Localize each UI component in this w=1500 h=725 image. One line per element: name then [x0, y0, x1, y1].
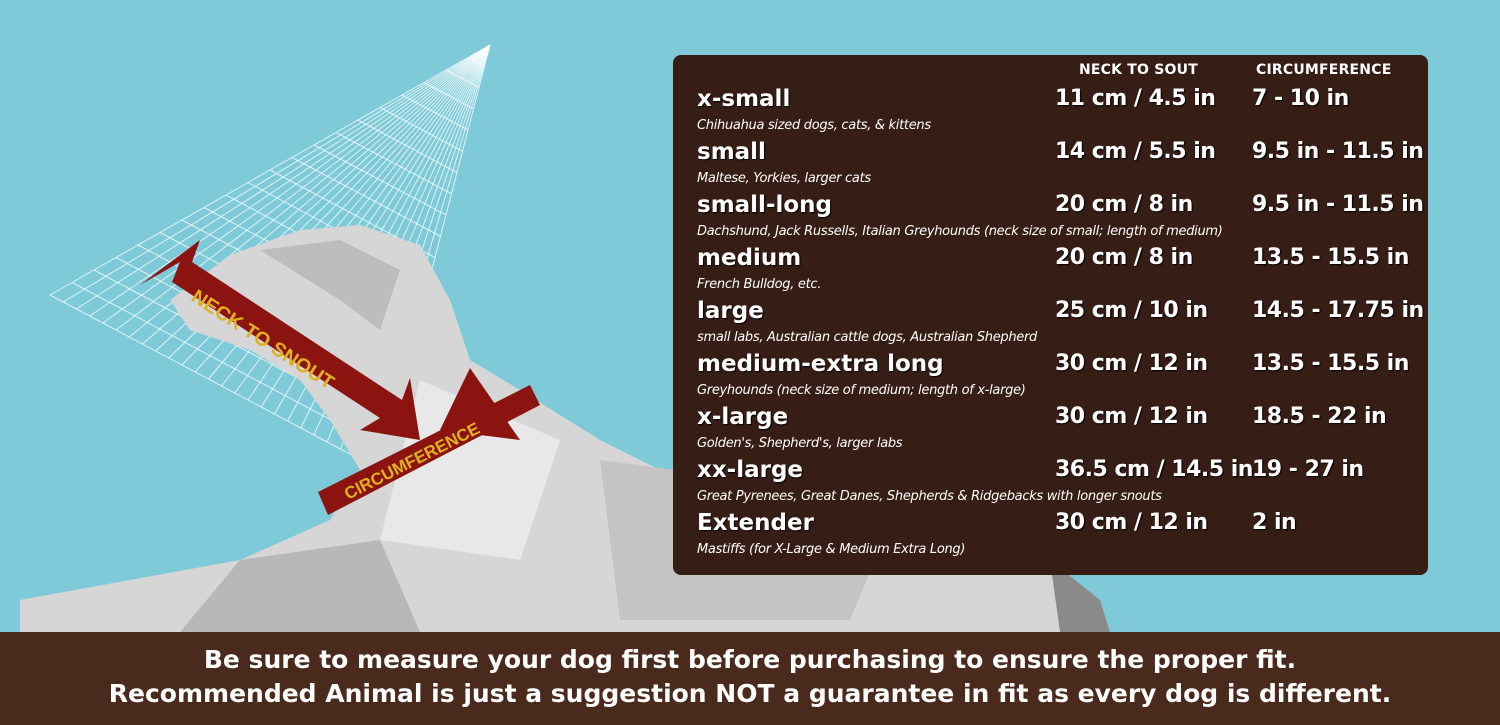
neck-to-snout-value: 20 cm / 8 in — [1055, 245, 1193, 270]
size-row: small-long 20 cm / 8 in 9.5 in - 11.5 in Da… — [673, 192, 1428, 245]
size-name: Extender — [697, 510, 814, 536]
disclaimer-line-2: Recommended Animal is just a suggestion … — [108, 679, 1392, 708]
size-name: medium-extra long — [697, 351, 944, 377]
size-description: small labs, Australian cattle dogs, Aust… — [697, 330, 1037, 345]
size-name: small-long — [697, 192, 833, 218]
circumference-value: 13.5 - 15.5 in — [1252, 351, 1409, 376]
disclaimer-banner: Be sure to measure your dog first before… — [0, 632, 1500, 725]
size-name: x-small — [697, 86, 791, 112]
circumference-value: 7 - 10 in — [1252, 86, 1349, 111]
disclaimer-line-1: Be sure to measure your dog first before… — [203, 645, 1297, 674]
size-description: Dachshund, Jack Russells, Italian Greyho… — [697, 224, 1223, 239]
size-row: medium-extra long 30 cm / 12 in 13.5 - 15.… — [673, 351, 1428, 404]
size-name: xx-large — [697, 457, 804, 483]
size-name: x-large — [697, 404, 789, 430]
size-row: x-small 11 cm / 4.5 in 7 - 10 in Chihuahua … — [673, 86, 1428, 139]
size-name: large — [697, 298, 764, 324]
size-row: xx-large 36.5 cm / 14.5 in 19 - 27 in Great… — [673, 457, 1428, 510]
size-row: medium 20 cm / 8 in 13.5 - 15.5 in French B… — [673, 245, 1428, 298]
size-chart-panel: NECK TO SOUT CIRCUMFERENCE x-small 11 cm … — [673, 55, 1428, 575]
circumference-value: 9.5 in - 11.5 in — [1252, 192, 1424, 217]
circumference-value: 2 in — [1252, 510, 1297, 535]
neck-to-snout-value: 11 cm / 4.5 in — [1055, 86, 1216, 111]
size-row: small 14 cm / 5.5 in 9.5 in - 11.5 in Malte… — [673, 139, 1428, 192]
circumference-value: 13.5 - 15.5 in — [1252, 245, 1409, 270]
neck-to-snout-value: 36.5 cm / 14.5 in — [1055, 457, 1253, 482]
size-row: Extender 30 cm / 12 in 2 in Mastiffs (for X… — [673, 510, 1428, 563]
size-description: Maltese, Yorkies, larger cats — [697, 171, 871, 186]
neck-to-snout-value: 25 cm / 10 in — [1055, 298, 1208, 323]
size-description: Chihuahua sized dogs, cats, & kittens — [697, 118, 931, 133]
size-description: French Bulldog, etc. — [697, 277, 822, 292]
circumference-value: 18.5 - 22 in — [1252, 404, 1387, 429]
size-row: x-large 30 cm / 12 in 18.5 - 22 in Golden's… — [673, 404, 1428, 457]
size-row: large 25 cm / 10 in 14.5 - 17.75 in small l… — [673, 298, 1428, 351]
neck-to-snout-value: 20 cm / 8 in — [1055, 192, 1193, 217]
circumference-value: 14.5 - 17.75 in — [1252, 298, 1424, 323]
size-description: Mastiffs (for X-Large & Medium Extra Lon… — [697, 542, 966, 557]
neck-to-snout-value: 30 cm / 12 in — [1055, 351, 1208, 376]
size-name: medium — [697, 245, 802, 271]
size-description: Great Pyrenees, Great Danes, Shepherds &… — [697, 489, 1162, 504]
size-description: Greyhounds (neck size of medium; length … — [697, 383, 1026, 398]
neck-to-snout-value: 30 cm / 12 in — [1055, 510, 1208, 535]
circumference-column-header: CIRCUMFERENCE — [1256, 62, 1392, 78]
circumference-value: 9.5 in - 11.5 in — [1252, 139, 1424, 164]
size-description: Golden's, Shepherd's, larger labs — [697, 436, 903, 451]
neck-to-snout-value: 30 cm / 12 in — [1055, 404, 1208, 429]
neck-to-snout-value: 14 cm / 5.5 in — [1055, 139, 1216, 164]
neck-column-header: NECK TO SOUT — [1079, 62, 1198, 78]
circumference-value: 19 - 27 in — [1252, 457, 1364, 482]
size-name: small — [697, 139, 766, 165]
